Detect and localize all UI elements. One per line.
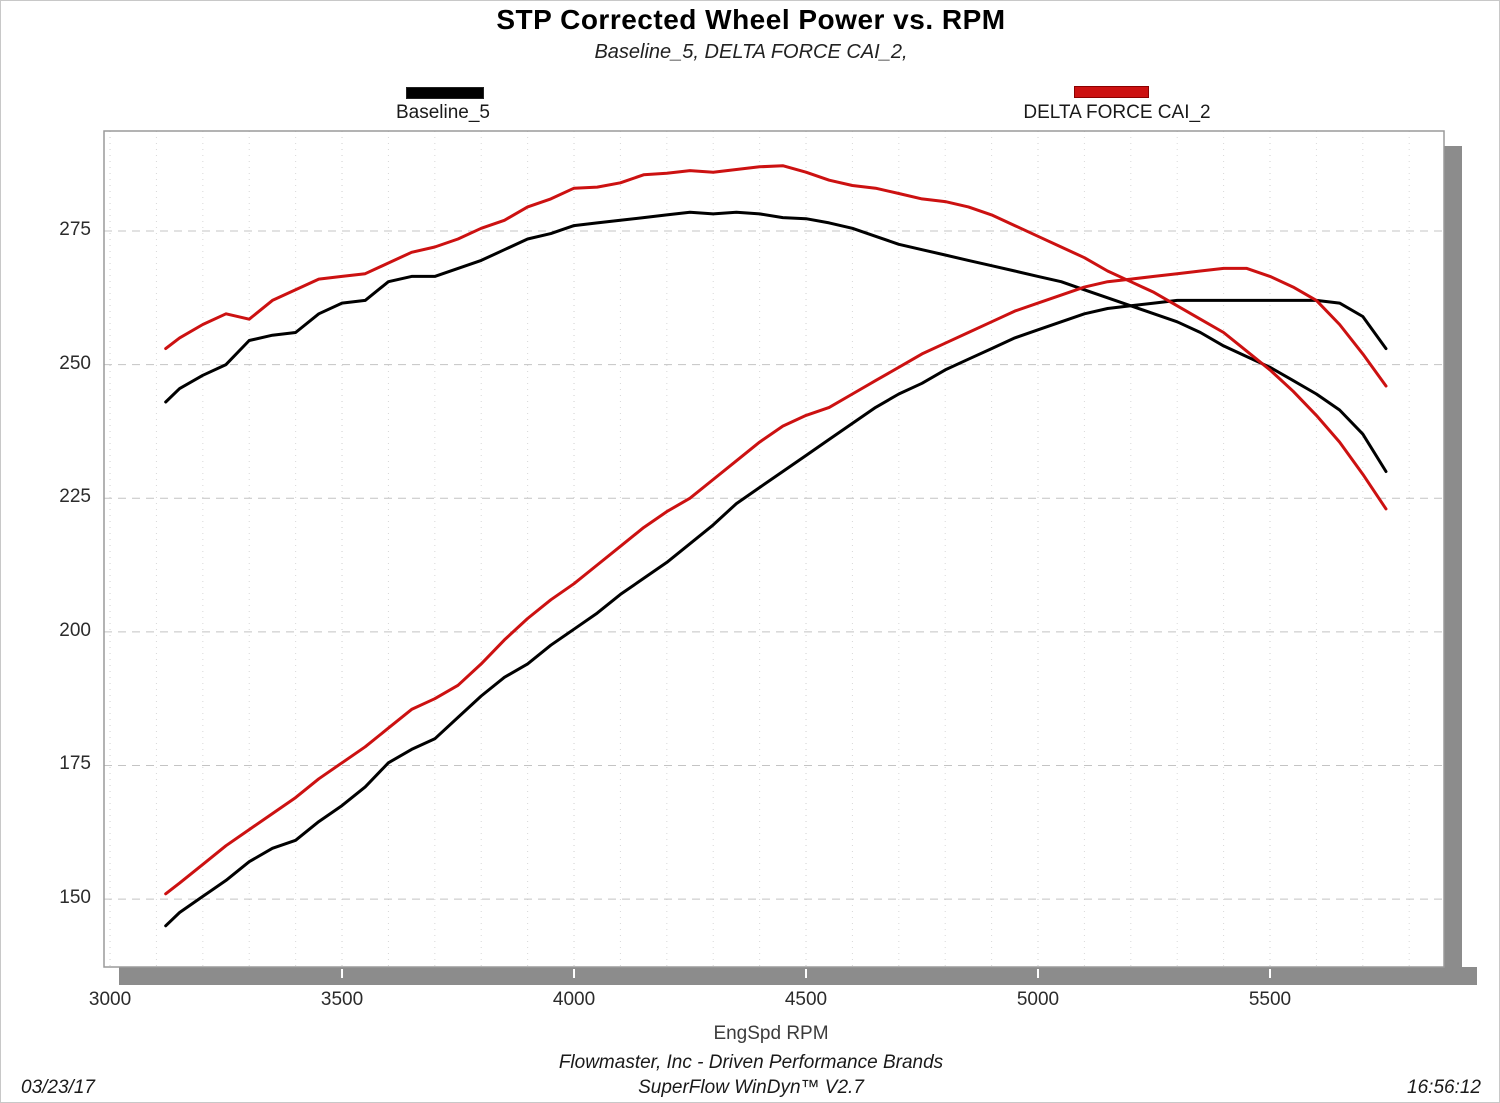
curve-baseline_upper_curve (164, 210, 1388, 473)
x-axis-title: EngSpd RPM (713, 1023, 829, 1044)
y-tick-label-150: 150 (59, 887, 91, 909)
legend-swatch-delta (1074, 86, 1149, 98)
footer-software-line: SuperFlow WinDyn™ V2.7 (638, 1077, 864, 1098)
x-tick-label-5000: 5000 (1016, 989, 1060, 1010)
x-tick-label-4500: 4500 (784, 989, 828, 1010)
curve-delta_lower_curve (164, 266, 1388, 896)
y-tick-label-275: 275 (59, 218, 91, 240)
footer-brand-line: Flowmaster, Inc - Driven Performance Bra… (558, 1052, 944, 1073)
legend-label-baseline: Baseline_5 (395, 102, 491, 123)
y-tick-label-250: 250 (59, 352, 91, 374)
chart-subtitle: Baseline_5, DELTA FORCE CAI_2, (594, 41, 908, 63)
footer-date: 03/23/17 (21, 1077, 95, 1098)
x-tick-label-5500: 5500 (1248, 989, 1292, 1010)
footer-time: 16:56:12 (1407, 1077, 1481, 1098)
legend-swatch-baseline (406, 87, 484, 99)
y-tick-label-225: 225 (59, 486, 91, 508)
y-tick-label-200: 200 (59, 619, 91, 641)
x-tick-label-3500: 3500 (320, 989, 364, 1010)
plot-frame (103, 130, 1445, 968)
plot-shadow-right (1444, 146, 1462, 967)
curve-baseline_lower_curve (164, 298, 1388, 928)
curve-delta_upper_curve (164, 164, 1388, 511)
plot-shadow-bottom (119, 967, 1477, 985)
x-tick-label-3000: 3000 (88, 989, 132, 1010)
legend-label-delta: DELTA FORCE CAI_2 (1023, 102, 1211, 123)
x-tick-label-4000: 4000 (552, 989, 596, 1010)
y-tick-label-175: 175 (59, 753, 91, 775)
chart-title: STP Corrected Wheel Power vs. RPM (496, 4, 1006, 35)
